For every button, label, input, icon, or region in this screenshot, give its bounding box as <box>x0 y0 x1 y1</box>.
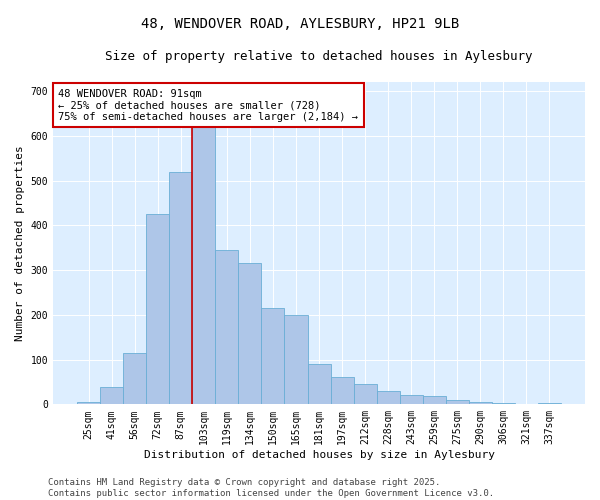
X-axis label: Distribution of detached houses by size in Aylesbury: Distribution of detached houses by size … <box>143 450 494 460</box>
Bar <box>262 308 284 404</box>
Bar <box>123 353 146 405</box>
Bar <box>284 315 308 404</box>
Bar <box>377 391 400 404</box>
Text: 48, WENDOVER ROAD, AYLESBURY, HP21 9LB: 48, WENDOVER ROAD, AYLESBURY, HP21 9LB <box>141 18 459 32</box>
Bar <box>146 214 169 404</box>
Bar <box>193 122 215 404</box>
Bar <box>469 402 492 404</box>
Bar <box>400 396 422 404</box>
Bar <box>331 378 353 404</box>
Bar <box>100 388 123 404</box>
Bar <box>169 172 193 404</box>
Bar <box>422 396 446 404</box>
Bar <box>77 402 100 404</box>
Title: Size of property relative to detached houses in Aylesbury: Size of property relative to detached ho… <box>105 50 533 63</box>
Text: Contains HM Land Registry data © Crown copyright and database right 2025.
Contai: Contains HM Land Registry data © Crown c… <box>48 478 494 498</box>
Y-axis label: Number of detached properties: Number of detached properties <box>15 146 25 341</box>
Bar <box>308 364 331 405</box>
Bar <box>238 264 262 404</box>
Bar <box>446 400 469 404</box>
Bar <box>215 250 238 404</box>
Bar <box>353 384 377 404</box>
Text: 48 WENDOVER ROAD: 91sqm
← 25% of detached houses are smaller (728)
75% of semi-d: 48 WENDOVER ROAD: 91sqm ← 25% of detache… <box>58 88 358 122</box>
